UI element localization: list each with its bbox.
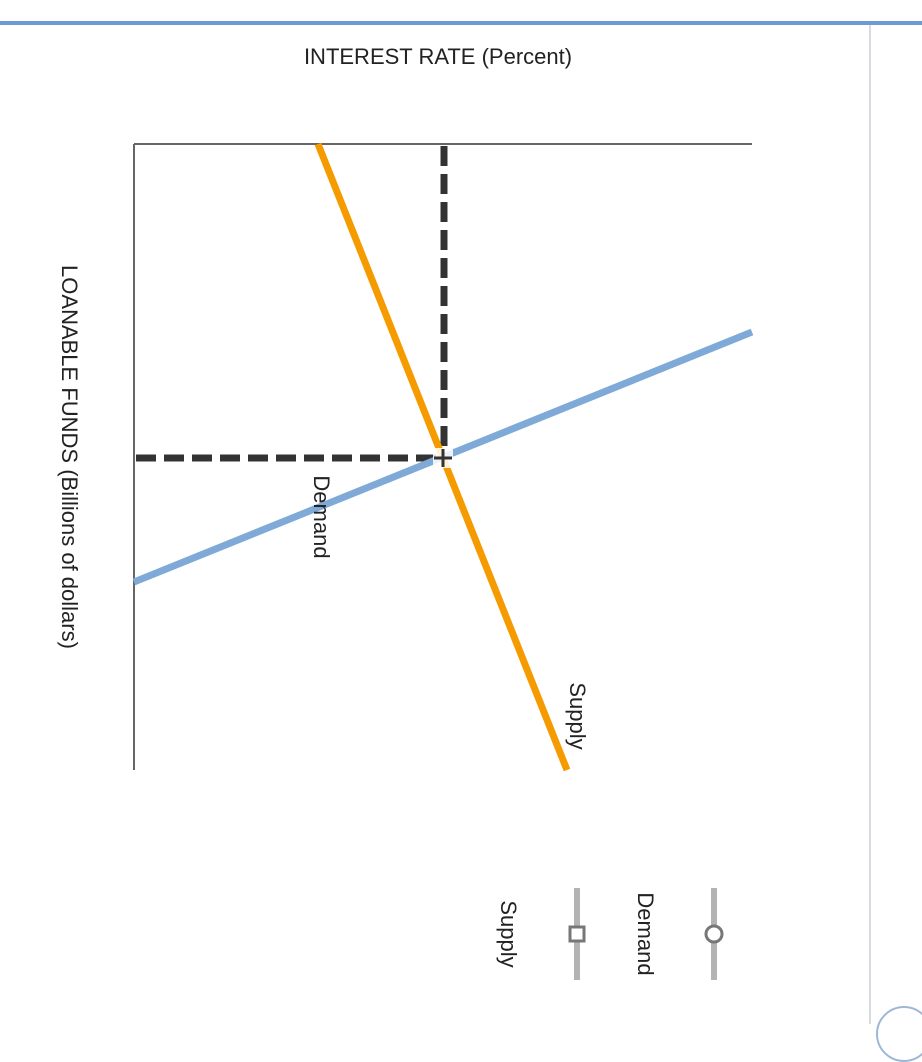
- legend-demand-label: Demand: [633, 892, 658, 975]
- legend-supply-tool[interactable]: [568, 888, 586, 980]
- equilibrium-marker[interactable]: [433, 448, 453, 468]
- legend-demand-tool[interactable]: [704, 888, 724, 980]
- demand-curve-label: Demand: [309, 475, 334, 558]
- side-panel-divider: [869, 25, 871, 1024]
- circle-marker-icon: [704, 924, 724, 944]
- legend-supply-label: Supply: [496, 900, 521, 967]
- top-divider: [0, 21, 922, 25]
- loanable-funds-chart: INTEREST RATE (Percent) LOANABLE FUNDS (…: [57, 44, 754, 980]
- y-axis-title: LOANABLE FUNDS (Billions of dollars): [57, 265, 82, 649]
- x-axis-title: INTEREST RATE (Percent): [304, 44, 572, 69]
- supply-curve-label: Supply: [565, 682, 590, 749]
- square-marker-icon: [568, 925, 586, 943]
